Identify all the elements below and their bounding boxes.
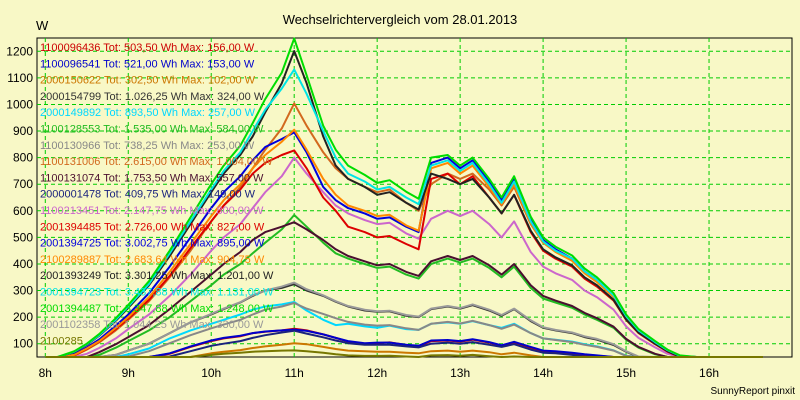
- y-axis-unit: W: [36, 18, 49, 33]
- legend-entry: 1100130966 Tot: 738,25 Wh Max: 253,00 W: [40, 140, 255, 152]
- legend-entry: 2100289887 Tot: 2.683,64 Wh Max: 904,75 …: [40, 254, 265, 266]
- legend-entry: 2001394485 Tot: 2.726,00 Wh Max: 827,00 …: [40, 221, 265, 233]
- legend-entry: 1100131006 Tot: 2.615,00 Wh Max: 1.004,0…: [40, 156, 273, 168]
- y-tick-label: 100: [13, 337, 33, 351]
- footer-credit: SunnyReport pinxit: [711, 386, 796, 397]
- y-tick-label: 600: [13, 204, 33, 218]
- legend-entry: 2100285: [40, 335, 83, 347]
- x-tick-label: 9h: [122, 366, 135, 380]
- y-tick-label: 1200: [6, 44, 33, 58]
- x-tick-label: 15h: [616, 366, 636, 380]
- y-tick-label: 1100: [7, 71, 33, 85]
- series-line: [45, 349, 763, 358]
- y-tick-label: 800: [13, 151, 33, 165]
- y-tick-label: 400: [13, 257, 33, 271]
- y-tick-label: 700: [13, 177, 33, 191]
- chart-title: Wechselrichtervergleich vom 28.01.2013: [283, 12, 518, 27]
- x-tick-label: 14h: [533, 366, 553, 380]
- y-tick-label: 200: [13, 310, 33, 324]
- legend-entry: 2001394487 Tot: 3.347,88 Wh Max: 1.248,0…: [40, 303, 274, 315]
- legend-entry: 1100128553 Tot: 1.535,00 Wh Max: 584,00 …: [40, 124, 264, 136]
- y-tick-label: 500: [13, 230, 33, 244]
- y-axis: 100 200 300 400 500 600 700 800 900 1000 1100 1200: [6, 44, 33, 350]
- y-tick-label: 900: [13, 124, 33, 138]
- series-layer: [45, 37, 763, 358]
- legend-entry: 1100096541 Tot: 521,00 Wh Max: 153,00 W: [40, 58, 255, 70]
- x-axis: 8h 9h 10h 11h 12h 13h 14h 15h 16h: [39, 366, 719, 380]
- legend-entry: 2001393249 Tot: 3.301,25 Wh Max: 1.201,0…: [40, 270, 274, 282]
- legend-entry: 2001394723 Tot: 3.437,88 Wh Max: 1.131,0…: [40, 287, 274, 299]
- series-line: [45, 37, 763, 358]
- legend-entry: 1100213451 Tot: 2.147,75 Wh Max: 800,00 …: [40, 205, 264, 217]
- legend-entry: 2001394725 Tot: 3.002,75 Wh Max: 895,00 …: [40, 238, 265, 250]
- legend-entry: 2000150622 Tot: 302,50 Wh Max: 102,00 W: [40, 75, 256, 87]
- legend-entry: 2000001478 Tot: 409,75 Wh Max: 149,00 W: [40, 189, 256, 201]
- series-line: [45, 221, 763, 358]
- legend: 1100096436 Tot: 503,50 Wh Max: 156,00 W 1…: [40, 42, 274, 347]
- y-tick-label: 1000: [6, 97, 33, 111]
- y-tick-label: 300: [13, 284, 33, 298]
- legend-entry: 2000154799 Tot: 1.026,25 Wh Max: 324,00 …: [40, 91, 265, 103]
- x-tick-label: 12h: [367, 366, 387, 380]
- legend-entry: 2000149892 Tot: 893,50 Wh Max: 257,00 W: [40, 107, 256, 119]
- x-tick-label: 13h: [450, 366, 470, 380]
- x-tick-label: 11h: [285, 366, 304, 380]
- legend-entry: 1100131074 Tot: 1.753,50 Wh Max: 557,00 …: [40, 172, 264, 184]
- x-tick-label: 16h: [699, 366, 719, 380]
- x-tick-label: 10h: [201, 366, 221, 380]
- series-line: [45, 50, 763, 358]
- series-line: [45, 156, 763, 358]
- x-tick-label: 8h: [39, 366, 52, 380]
- legend-entry: 1100096436 Tot: 503,50 Wh Max: 156,00 W: [40, 42, 255, 54]
- legend-entry: 2001102358 Tot: 1.044,25 Wh Max: 330,00 …: [40, 319, 264, 331]
